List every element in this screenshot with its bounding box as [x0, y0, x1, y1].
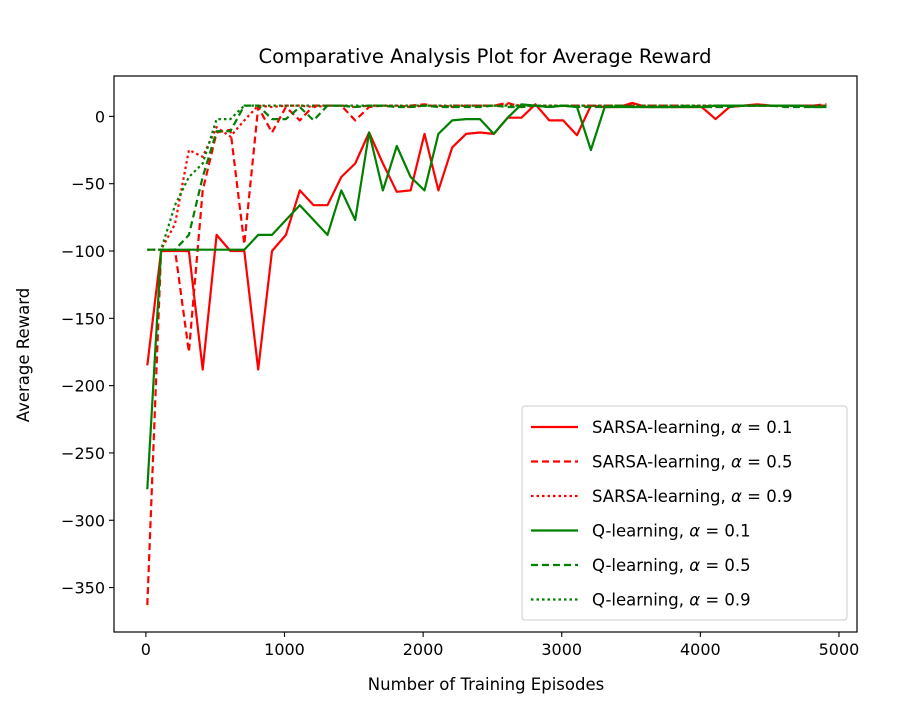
x-axis: 0 1000 2000 3000 4000 5000	[141, 632, 860, 659]
legend: SARSA-learning, α = 0.1 SARSA-learning, α…	[521, 405, 848, 621]
series-line-3	[147, 103, 827, 251]
x-tick-label: 5000	[819, 640, 860, 659]
series-line-5	[147, 104, 827, 251]
chart-title: Comparative Analysis Plot for Average Re…	[258, 45, 711, 68]
y-tick-label: 0	[95, 107, 105, 126]
legend-label-2: SARSA-learning, α = 0.5	[592, 453, 792, 472]
x-tick-label: 0	[141, 640, 151, 659]
y-tick-label: −200	[61, 377, 105, 396]
x-tick-label: 2000	[403, 640, 444, 659]
legend-label-3: SARSA-learning, α = 0.9	[592, 487, 792, 506]
series-line-1	[146, 101, 827, 371]
y-tick-label: −250	[61, 444, 105, 463]
y-tick-label: −50	[71, 175, 105, 194]
legend-label-1: SARSA-learning, α = 0.1	[592, 418, 792, 437]
legend-label-6: Q-learning, α = 0.9	[592, 591, 751, 610]
y-axis: 0 −50 −100 −150 −200 −250 −300 −350	[61, 107, 114, 598]
plot-frame	[113, 75, 858, 633]
x-tick-label: 3000	[541, 640, 582, 659]
y-tick-label: −150	[61, 309, 105, 328]
legend-box	[521, 405, 848, 621]
plot-lines	[146, 101, 827, 606]
y-tick-label: −350	[61, 579, 105, 598]
x-tick-label: 1000	[264, 640, 305, 659]
series-line-4	[146, 103, 827, 490]
x-tick-label: 4000	[680, 640, 721, 659]
legend-label-4: Q-learning, α = 0.1	[592, 522, 751, 541]
x-axis-title: Number of Training Episodes	[368, 675, 604, 694]
legend-label-5: Q-learning, α = 0.5	[592, 556, 751, 575]
y-tick-label: −100	[61, 242, 105, 261]
y-tick-label: −300	[61, 511, 105, 530]
y-axis-title: Average Reward	[14, 288, 33, 422]
